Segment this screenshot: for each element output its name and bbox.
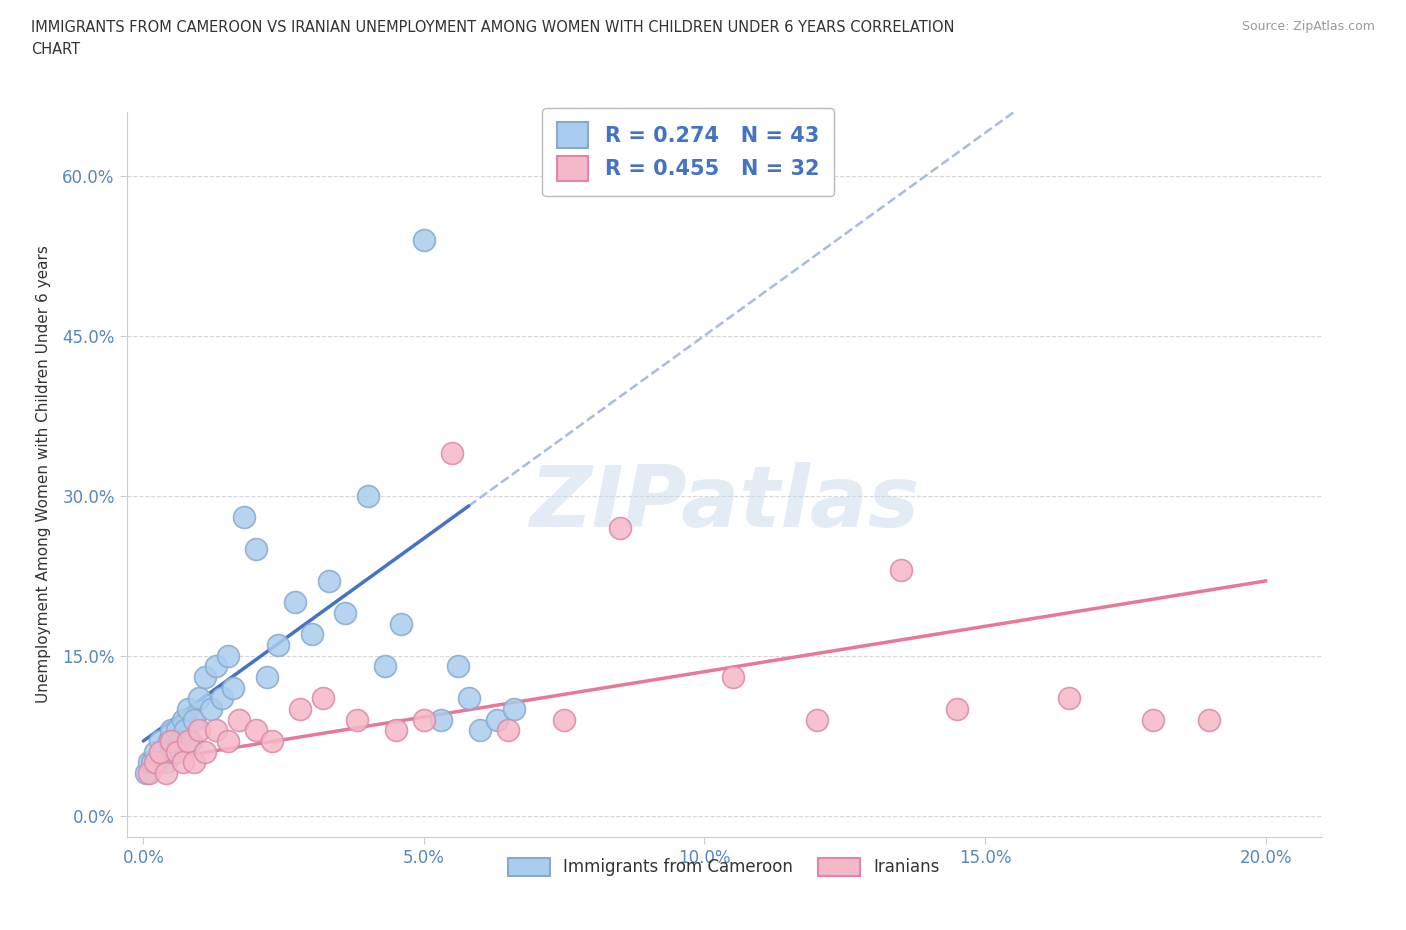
Point: [177, 701, 200, 716]
Point: [205, 658, 228, 673]
Point: [155, 755, 177, 770]
Point: [160, 723, 183, 737]
Point: [188, 723, 211, 737]
Point: [485, 712, 508, 727]
Point: [446, 658, 468, 673]
Point: [290, 701, 312, 716]
Point: [946, 701, 969, 716]
Point: [357, 488, 380, 503]
Legend: Immigrants from Cameroon, Iranians: Immigrants from Cameroon, Iranians: [502, 851, 946, 884]
Point: [301, 627, 323, 642]
Point: [457, 691, 479, 706]
Point: [312, 691, 335, 706]
Point: [200, 701, 222, 716]
Point: [188, 691, 211, 706]
Point: [155, 765, 177, 780]
Point: [245, 723, 267, 737]
Point: [138, 755, 160, 770]
Point: [806, 712, 828, 727]
Point: [391, 617, 413, 631]
Point: [721, 670, 744, 684]
Point: [157, 734, 180, 749]
Point: [468, 723, 491, 737]
Point: [262, 734, 284, 749]
Point: [174, 723, 197, 737]
Point: [172, 712, 194, 727]
Point: [183, 755, 205, 770]
Point: [609, 520, 631, 535]
Text: Source: ZipAtlas.com: Source: ZipAtlas.com: [1241, 20, 1375, 33]
Point: [553, 712, 575, 727]
Point: [245, 541, 267, 556]
Point: [318, 574, 340, 589]
Point: [194, 744, 217, 759]
Point: [496, 723, 519, 737]
Text: IMMIGRANTS FROM CAMEROON VS IRANIAN UNEMPLOYMENT AMONG WOMEN WITH CHILDREN UNDER: IMMIGRANTS FROM CAMEROON VS IRANIAN UNEM…: [31, 20, 955, 35]
Point: [413, 232, 436, 247]
Point: [211, 691, 233, 706]
Point: [1198, 712, 1220, 727]
Point: [163, 744, 186, 759]
Point: [346, 712, 368, 727]
Point: [413, 712, 436, 727]
Point: [335, 605, 357, 620]
Y-axis label: Unemployment Among Women with Children Under 6 years: Unemployment Among Women with Children U…: [37, 246, 51, 703]
Point: [890, 563, 912, 578]
Point: [149, 734, 172, 749]
Point: [135, 765, 157, 780]
Point: [143, 744, 166, 759]
Point: [256, 670, 278, 684]
Point: [1057, 691, 1080, 706]
Text: CHART: CHART: [31, 42, 80, 57]
Point: [166, 744, 188, 759]
Point: [172, 755, 194, 770]
Point: [217, 734, 239, 749]
Point: [205, 723, 228, 737]
Point: [177, 734, 200, 749]
Text: ZIPatlas: ZIPatlas: [529, 462, 920, 545]
Point: [166, 723, 188, 737]
Point: [194, 670, 217, 684]
Point: [149, 744, 172, 759]
Point: [138, 765, 160, 780]
Point: [440, 445, 463, 460]
Point: [146, 755, 169, 770]
Point: [143, 755, 166, 770]
Point: [233, 510, 256, 525]
Point: [160, 734, 183, 749]
Point: [152, 744, 174, 759]
Point: [183, 712, 205, 727]
Point: [1142, 712, 1164, 727]
Point: [222, 680, 245, 695]
Point: [180, 734, 202, 749]
Point: [284, 595, 307, 610]
Point: [228, 712, 250, 727]
Point: [169, 734, 191, 749]
Point: [385, 723, 408, 737]
Point: [217, 648, 239, 663]
Point: [141, 755, 163, 770]
Point: [267, 638, 290, 653]
Point: [502, 701, 524, 716]
Point: [374, 658, 396, 673]
Point: [429, 712, 451, 727]
